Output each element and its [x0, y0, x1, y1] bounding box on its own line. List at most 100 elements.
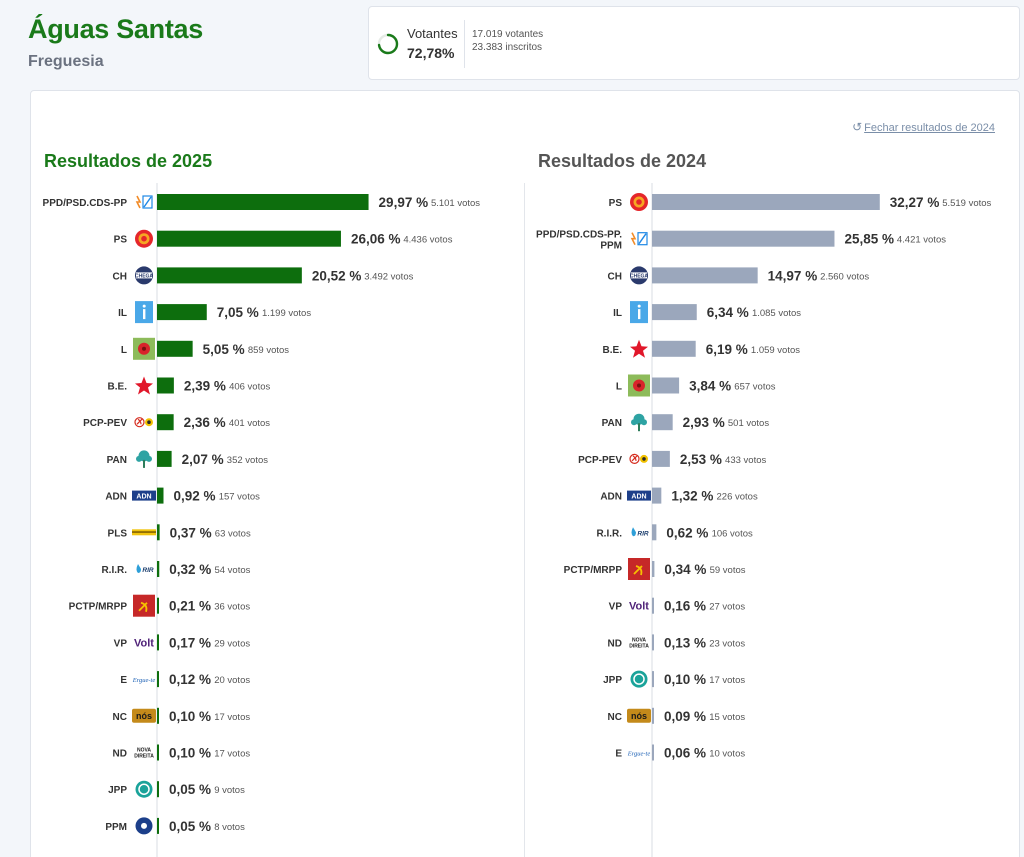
- results-2025-bar: [157, 524, 160, 541]
- results-2025-votes-label: 859 votos: [248, 345, 289, 356]
- chega-logo: CHEGA: [135, 266, 153, 285]
- results-2024-votes-label: 1.059 votos: [751, 345, 800, 356]
- results-2025-percent-label: 0,37 %: [170, 525, 212, 540]
- results-2025-row: ADN ADN 0,92 % 157 votos: [105, 487, 260, 504]
- results-2025-bar: [157, 194, 369, 210]
- results-2025-votes-label: 54 votos: [214, 565, 250, 576]
- results-2024-row: CH CHEGA 14,97 % 2.560 votos: [608, 266, 869, 285]
- results-2024-title: Resultados de 2024: [538, 151, 707, 171]
- results-2024-row: PS 32,27 % 5.519 votos: [609, 193, 992, 211]
- results-2025-percent-label: 26,06 %: [351, 232, 401, 247]
- results-2024-party-label: B.E.: [603, 345, 623, 356]
- results-2024-bar: [652, 524, 657, 541]
- svg-text:NOVA: NOVA: [137, 748, 151, 754]
- results-2025-bar: [157, 414, 174, 431]
- be-star-logo: [630, 339, 648, 358]
- results-2024-bar: [652, 267, 758, 284]
- nos-logo: nós: [132, 708, 156, 723]
- results-panel: ↺ Fechar resultados de 2024 Resultados de…: [30, 90, 1020, 857]
- results-2025-bar: [157, 267, 302, 284]
- results-2024-bar: [652, 744, 654, 761]
- results-2025-party-label: PPM: [105, 822, 127, 833]
- results-2025-party-label: VP: [114, 638, 128, 649]
- turnout-card: Votantes 72,78% 17.019 votantes 23.383 i…: [368, 6, 1020, 80]
- results-2024-votes-label: 27 votos: [709, 602, 745, 613]
- results-2024-votes-label: 106 votos: [712, 528, 753, 539]
- results-2025-bar: [157, 707, 159, 724]
- nos-logo: nós: [627, 708, 651, 723]
- cdu-logo: [629, 453, 648, 464]
- results-2024-bar: [652, 194, 880, 210]
- results-2024-row: B.E. 6,19 % 1.059 votos: [603, 339, 800, 358]
- svg-text:ADN: ADN: [136, 494, 151, 501]
- close-2024-results-link[interactable]: ↺ Fechar resultados de 2024: [852, 120, 995, 134]
- results-2025-votes-label: 36 votos: [214, 602, 250, 613]
- il-logo: [135, 301, 153, 324]
- results-2025-percent-label: 5,05 %: [203, 342, 245, 357]
- results-2024-party-label: PAN: [602, 418, 622, 429]
- results-2025-percent-label: 0,17 %: [169, 635, 211, 650]
- results-2025-percent-label: 2,07 %: [182, 452, 224, 467]
- results-2024-party-label: R.I.R.: [596, 528, 622, 539]
- results-2025-row: PLS 0,37 % 63 votos: [108, 524, 251, 541]
- results-2025-percent-label: 0,10 %: [169, 746, 211, 761]
- results-2024-percent-label: 0,62 %: [666, 525, 708, 540]
- results-2025-party-label: PCP-PEV: [83, 418, 127, 429]
- livre-logo: [628, 374, 650, 397]
- results-2025-party-label: PS: [114, 235, 128, 246]
- svg-text:CHEGA: CHEGA: [135, 273, 153, 279]
- results-2024-votes-label: 23 votos: [709, 638, 745, 649]
- svg-text:nós: nós: [631, 711, 647, 721]
- results-2025-votes-label: 5.101 votos: [431, 198, 480, 209]
- results-2024-bar: [652, 230, 835, 247]
- ps-logo: [135, 229, 153, 248]
- results-2025-bar: [157, 561, 160, 577]
- results-2025-party-label: PAN: [107, 455, 127, 466]
- results-2025-party-label: CH: [113, 271, 127, 282]
- results-2024-party-label: PS: [609, 198, 623, 209]
- results-2024-percent-label: 2,93 %: [683, 415, 725, 430]
- results-2025-votes-label: 29 votos: [214, 638, 250, 649]
- results-2024-row: JPP 0,10 % 17 votos: [603, 670, 745, 688]
- results-2024-votes-label: 2.560 votos: [820, 271, 869, 282]
- results-2024-party-label: NC: [608, 712, 622, 723]
- results-2025-row: CH CHEGA 20,52 % 3.492 votos: [113, 266, 414, 285]
- results-2025-bar: [157, 597, 159, 614]
- results-2025-percent-label: 0,92 %: [173, 489, 215, 504]
- results-2024-votes-label: 433 votos: [725, 455, 766, 466]
- volt-logo: Volt: [134, 637, 154, 649]
- results-2025-party-label: B.E.: [108, 382, 128, 393]
- results-2024-row: PCP-PEV 2,53 % 433 votos: [578, 450, 767, 467]
- ps-logo: [630, 193, 648, 211]
- results-2024-votes-label: 1.085 votos: [752, 308, 801, 319]
- results-2025-bar: [157, 450, 172, 467]
- results-2025-bar: [157, 487, 164, 504]
- results-2024-party-label: PCTP/MRPP: [564, 565, 623, 576]
- results-2025-percent-label: 2,36 %: [184, 415, 226, 430]
- results-2025-percent-label: 0,21 %: [169, 599, 211, 614]
- results-2025-row: E Ergue-te 0,12 % 20 votos: [120, 671, 250, 688]
- column-divider: [524, 183, 525, 857]
- results-2024-bar: [652, 561, 655, 577]
- results-2025-bar: [157, 304, 207, 321]
- results-2025-party-label: ND: [113, 749, 127, 760]
- svg-text:nós: nós: [136, 711, 152, 721]
- turnout-percent: 72,78%: [407, 45, 455, 61]
- results-2025-row: IL 7,05 % 1.199 votos: [118, 301, 311, 324]
- results-2025-percent-label: 29,97 %: [379, 195, 429, 210]
- results-2024-votes-label: 4.421 votos: [897, 235, 946, 246]
- results-2024-bar: [652, 597, 654, 614]
- ad-logo: [135, 195, 153, 209]
- results-2024-party-label: ND: [608, 638, 622, 649]
- results-2025-percent-label: 0,05 %: [169, 782, 211, 797]
- cdu-logo: [134, 417, 153, 428]
- results-2024-percent-label: 0,06 %: [664, 746, 706, 761]
- results-2024-row: E Ergue-te 0,06 % 10 votos: [615, 744, 745, 761]
- results-2024-party-label: CH: [608, 271, 622, 282]
- results-2025-percent-label: 7,05 %: [217, 305, 259, 320]
- results-2025-votes-label: 157 votos: [219, 492, 260, 503]
- ergue-te-logo: Ergue-te: [132, 677, 156, 684]
- results-2024-votes-label: 15 votos: [709, 712, 745, 723]
- results-2025-percent-label: 0,10 %: [169, 709, 211, 724]
- rir-logo: RIR: [136, 564, 154, 574]
